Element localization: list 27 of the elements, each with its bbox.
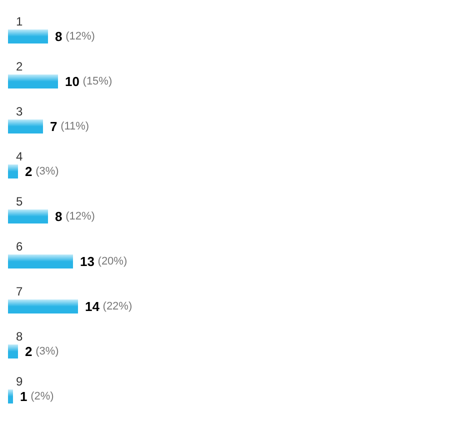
bar (8, 30, 48, 44)
bar (8, 210, 48, 224)
y-tick-label: 6 (16, 240, 23, 254)
data-label: 2 (3%) (25, 164, 59, 179)
bar (8, 390, 13, 404)
y-tick-label: 8 (16, 330, 23, 344)
bar (8, 300, 78, 314)
y-tick-label: 1 (16, 14, 23, 28)
y-tick-label: 3 (16, 104, 23, 118)
bar (8, 74, 58, 88)
y-tick-label: 2 (16, 60, 23, 74)
data-label: 7 (11%) (50, 119, 90, 134)
bar (8, 120, 43, 134)
bar (8, 344, 18, 358)
data-label: 10 (15%) (65, 74, 112, 89)
data-label: 8 (12%) (55, 209, 95, 224)
y-tick-label: 5 (16, 194, 23, 208)
y-tick-label: 7 (16, 284, 23, 298)
data-label: 14 (22%) (85, 299, 132, 314)
data-label: 8 (12%) (55, 29, 95, 44)
data-label: 1 (2%) (20, 389, 54, 404)
bar (8, 254, 73, 268)
data-label: 2 (3%) (25, 344, 59, 359)
y-tick-label: 4 (16, 150, 23, 164)
bar (8, 164, 18, 178)
y-tick-label: 9 (16, 374, 23, 388)
data-label: 13 (20%) (80, 254, 128, 269)
